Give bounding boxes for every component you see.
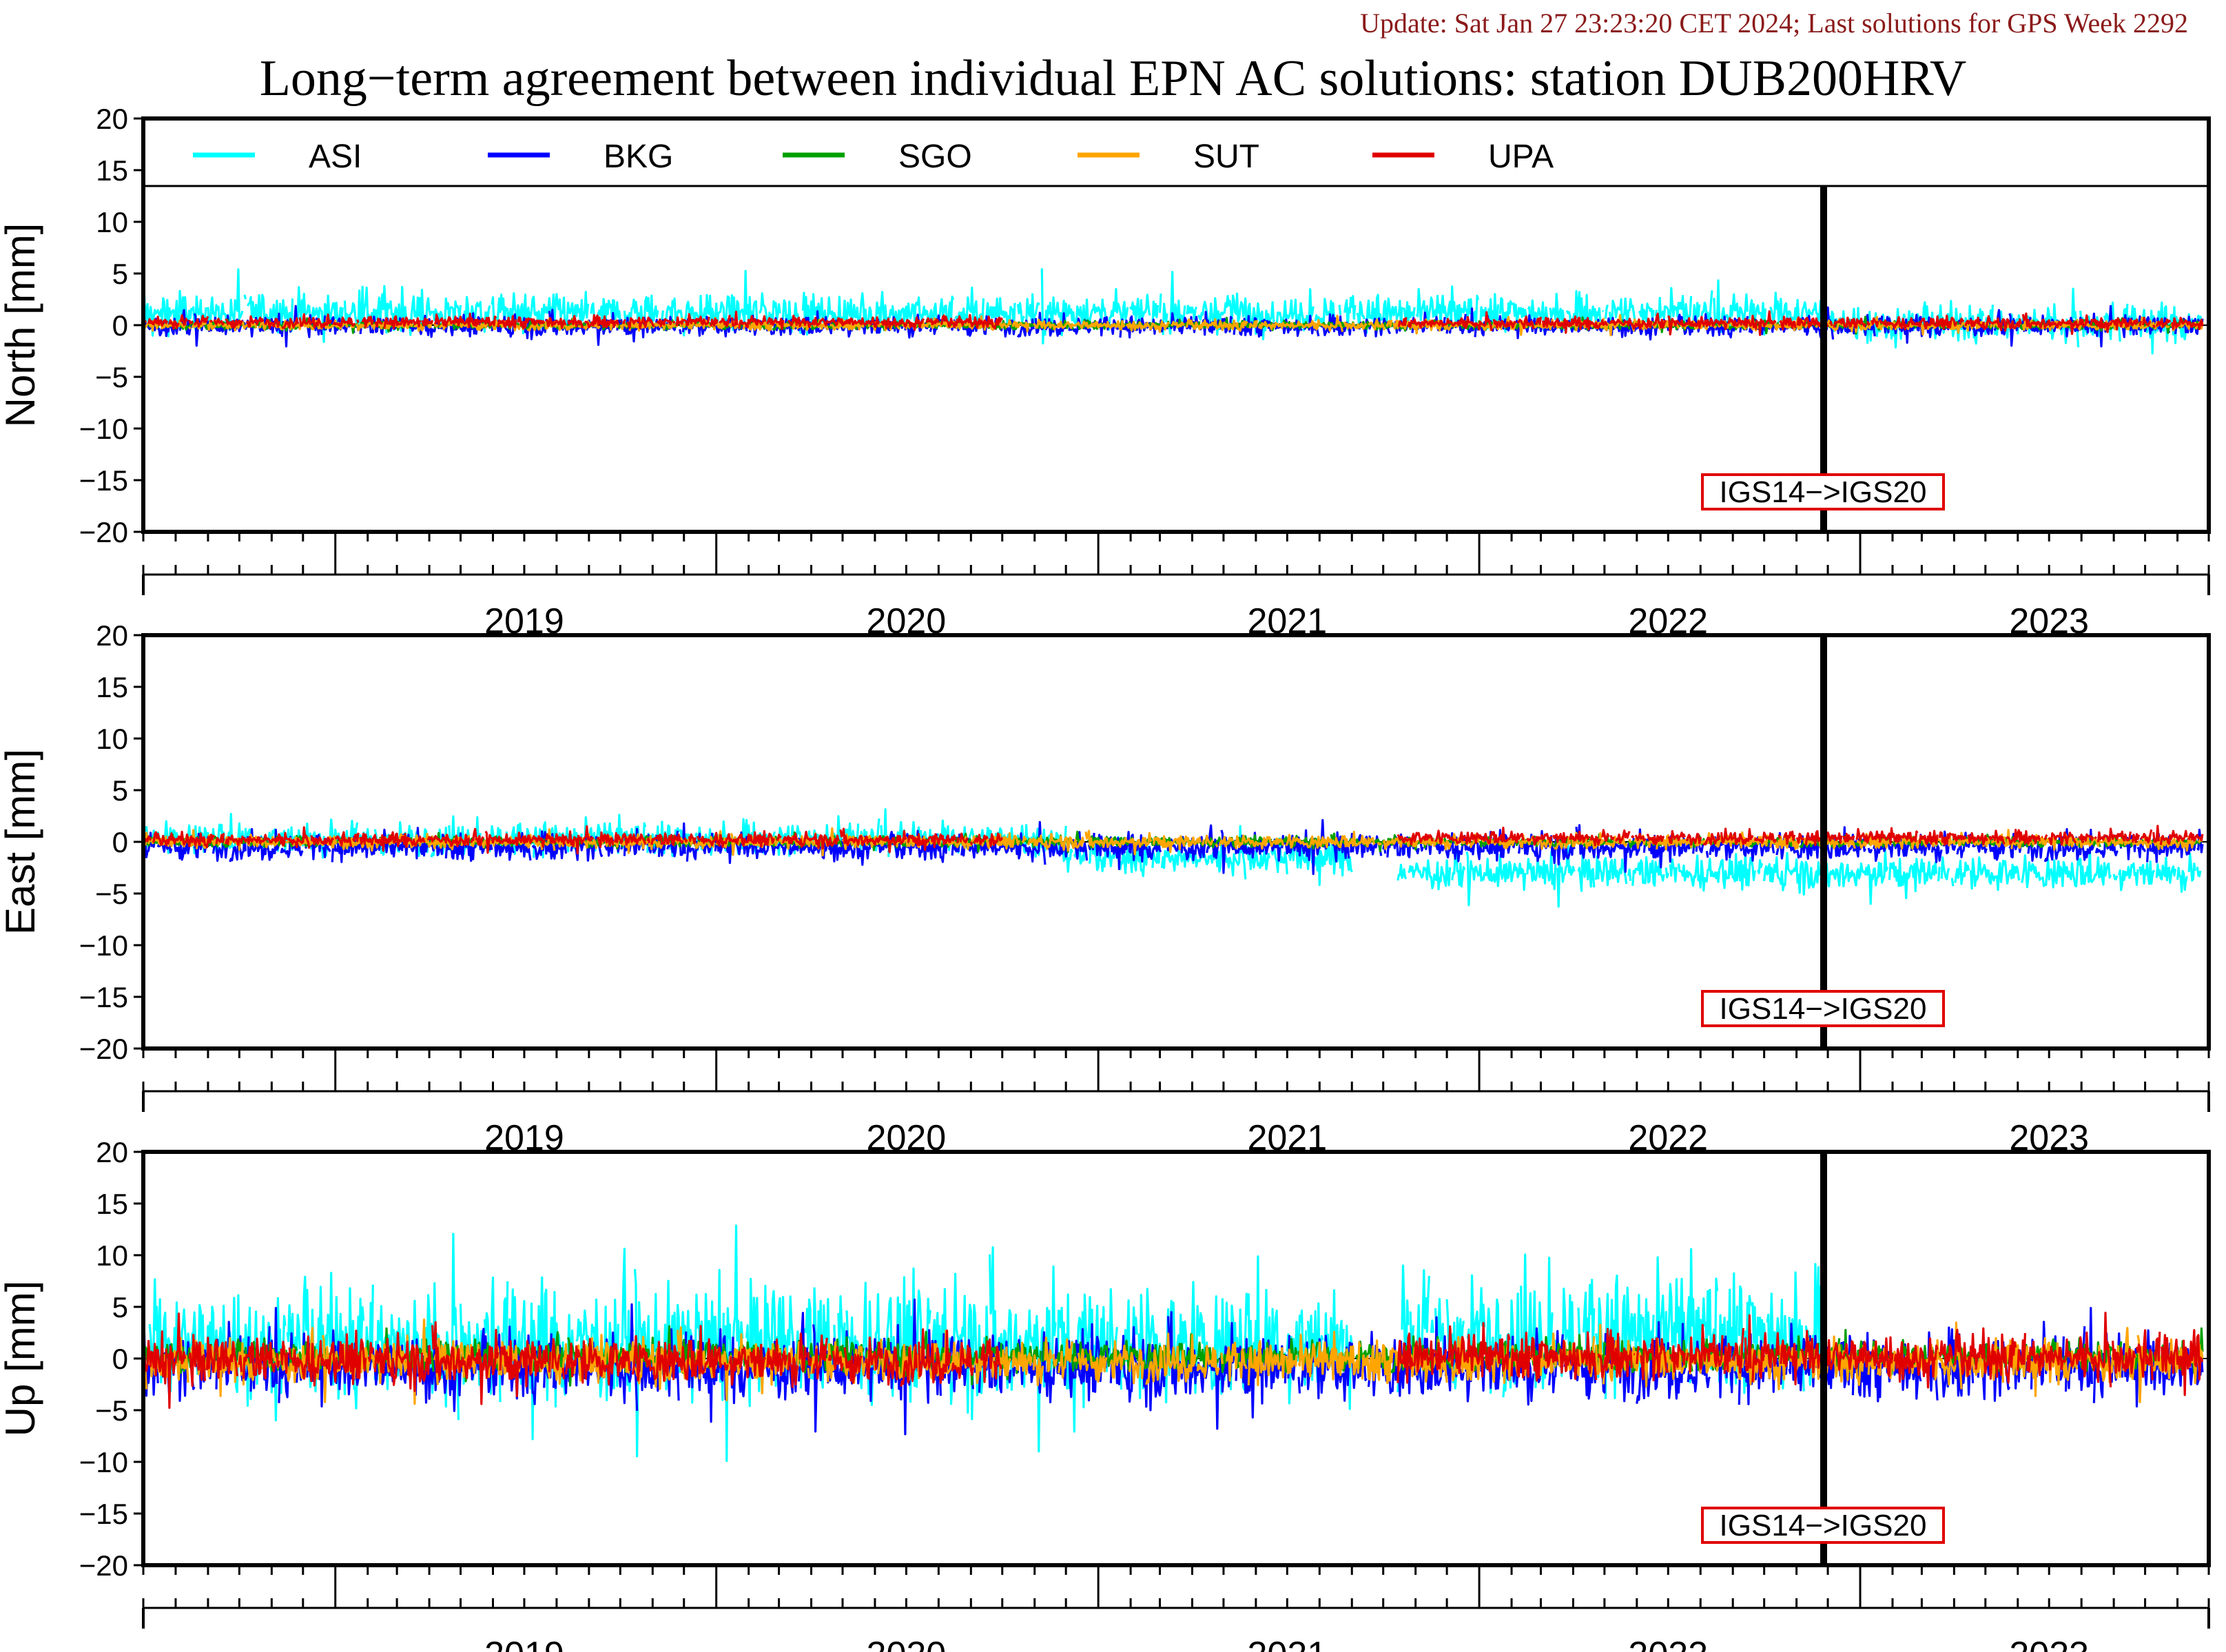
event-label-box bbox=[1700, 473, 1945, 510]
y-axis-label: Up [mm] bbox=[0, 1281, 43, 1437]
x-year-label: 2020 bbox=[867, 1635, 947, 1652]
y-tick-label: 20 bbox=[96, 619, 128, 652]
y-axis-label: North [mm] bbox=[0, 223, 43, 428]
y-tick-label: 15 bbox=[96, 671, 128, 703]
panel-frame bbox=[141, 633, 2211, 1051]
legend-label-bkg: BKG bbox=[604, 138, 673, 175]
y-tick-label: 0 bbox=[112, 309, 128, 342]
event-label: IGS14−>IGS20 bbox=[1720, 992, 1927, 1026]
y-tick-label: −20 bbox=[79, 1033, 128, 1065]
event-label-box bbox=[1700, 990, 1945, 1027]
x-year-label: 2022 bbox=[1628, 1635, 1708, 1652]
y-tick-label: −20 bbox=[79, 516, 128, 548]
panel-frame bbox=[141, 116, 2211, 534]
y-tick-label: −15 bbox=[79, 1498, 128, 1530]
y-tick-label: 20 bbox=[96, 103, 128, 135]
legend-label-asi: ASI bbox=[309, 138, 362, 175]
y-tick-label: 15 bbox=[96, 154, 128, 187]
event-label-box bbox=[1700, 1507, 1945, 1544]
y-tick-label: 10 bbox=[96, 206, 128, 238]
y-tick-label: −5 bbox=[95, 1394, 128, 1427]
y-tick-label: −15 bbox=[79, 464, 128, 497]
y-tick-label: 0 bbox=[112, 826, 128, 858]
x-year-label: 2019 bbox=[484, 1635, 564, 1652]
event-label: IGS14−>IGS20 bbox=[1720, 475, 1927, 509]
x-year-label: 2023 bbox=[2009, 1635, 2089, 1652]
legend-label-sut: SUT bbox=[1193, 138, 1259, 175]
chart-title: Long−term agreement between individual E… bbox=[259, 50, 1967, 107]
y-tick-label: 0 bbox=[112, 1343, 128, 1375]
y-tick-label: 15 bbox=[96, 1188, 128, 1220]
series-asi-line bbox=[142, 1224, 1825, 1463]
y-tick-label: 10 bbox=[96, 1239, 128, 1272]
y-axis-label: East [mm] bbox=[0, 749, 43, 935]
series-upa-line bbox=[142, 1312, 2204, 1410]
series-asi-line bbox=[142, 268, 2204, 355]
y-tick-label: 20 bbox=[96, 1136, 128, 1168]
y-tick-label: −10 bbox=[79, 1446, 128, 1478]
y-tick-label: −20 bbox=[79, 1549, 128, 1582]
legend-label-upa: UPA bbox=[1488, 138, 1554, 175]
legend-label-sgo: SGO bbox=[898, 138, 972, 175]
y-tick-label: −5 bbox=[95, 878, 128, 910]
update-timestamp: Update: Sat Jan 27 23:23:20 CET 2024; La… bbox=[1360, 8, 2188, 39]
y-tick-label: 5 bbox=[112, 258, 128, 290]
event-label: IGS14−>IGS20 bbox=[1720, 1509, 1927, 1542]
y-tick-label: 10 bbox=[96, 723, 128, 755]
panel-frame bbox=[141, 1150, 2211, 1567]
y-tick-label: 5 bbox=[112, 1291, 128, 1323]
y-tick-label: −10 bbox=[79, 929, 128, 962]
y-tick-label: −15 bbox=[79, 981, 128, 1013]
y-tick-label: 5 bbox=[112, 774, 128, 807]
series-upa-line bbox=[142, 825, 2204, 855]
x-year-label: 2021 bbox=[1247, 1635, 1327, 1652]
y-tick-label: −5 bbox=[95, 361, 128, 393]
y-tick-label: −10 bbox=[79, 413, 128, 445]
